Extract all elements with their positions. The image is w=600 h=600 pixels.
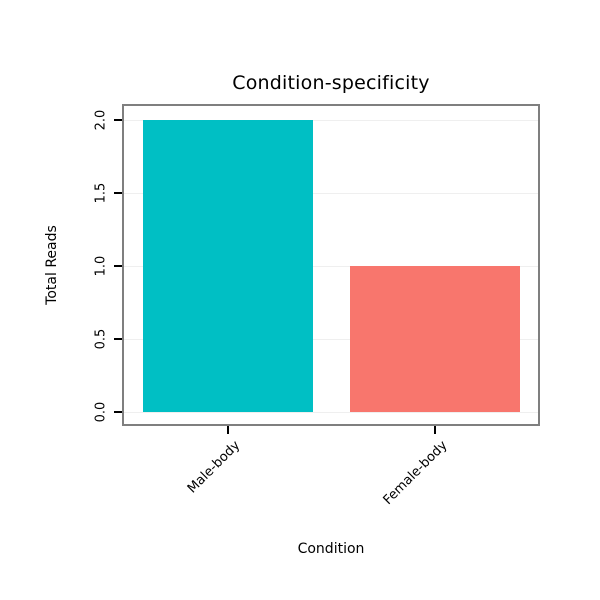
bar-female-body bbox=[350, 266, 520, 412]
y-axis-tick bbox=[114, 338, 122, 340]
x-axis-tick bbox=[227, 426, 229, 434]
x-axis-label: Condition bbox=[297, 541, 365, 557]
y-tick-label: 1.5 bbox=[93, 182, 109, 204]
y-tick-label: 0.5 bbox=[93, 328, 109, 350]
y-axis-tick bbox=[114, 119, 122, 121]
y-axis-tick bbox=[114, 411, 122, 413]
gridline bbox=[124, 193, 538, 194]
bar-male-body bbox=[143, 120, 313, 412]
y-axis-label: Total Reads bbox=[44, 225, 60, 305]
x-tick-label-male-body: Male-body bbox=[185, 438, 244, 497]
gridline bbox=[124, 339, 538, 340]
x-tick-label-female-body: Female-body bbox=[380, 438, 451, 508]
y-tick-label: 2.0 bbox=[93, 109, 109, 131]
y-axis-tick bbox=[114, 192, 122, 194]
y-tick-label: 0.0 bbox=[93, 401, 109, 423]
x-axis-tick bbox=[434, 426, 436, 434]
y-axis-tick bbox=[114, 265, 122, 267]
plot-area bbox=[122, 104, 540, 426]
gridline bbox=[124, 412, 538, 413]
y-tick-label: 1.0 bbox=[93, 255, 109, 277]
gridline bbox=[124, 120, 538, 121]
chart-title: Condition-specificity bbox=[232, 72, 430, 94]
gridline bbox=[124, 266, 538, 267]
